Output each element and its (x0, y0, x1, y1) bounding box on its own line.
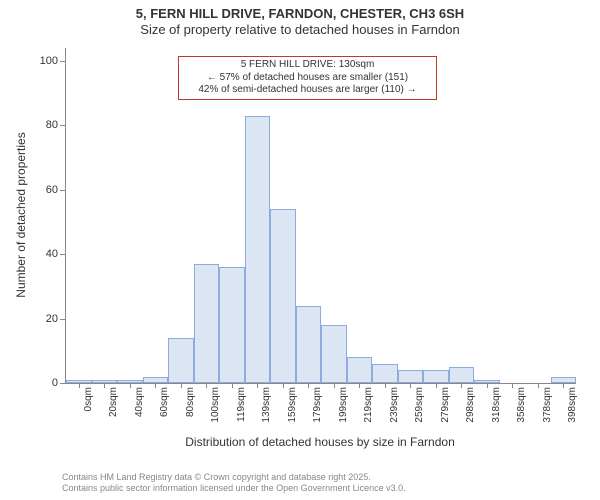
y-tick-label: 20 (46, 313, 58, 325)
chart-subtitle: Size of property relative to detached ho… (0, 22, 600, 38)
attribution-line1: Contains HM Land Registry data © Crown c… (62, 472, 406, 483)
x-tick-label: 40sqm (134, 387, 145, 417)
y-axis-label: Number of detached properties (14, 132, 28, 297)
x-tick (181, 383, 182, 388)
property-callout: 5 FERN HILL DRIVE: 130sqm← 57% of detach… (178, 56, 437, 100)
histogram-bar (168, 338, 194, 383)
x-axis-label: Distribution of detached houses by size … (65, 435, 575, 449)
y-tick-label: 80 (46, 119, 58, 131)
x-tick (283, 383, 284, 388)
x-tick-label: 0sqm (83, 387, 94, 411)
x-tick (130, 383, 131, 388)
callout-line: 5 FERN HILL DRIVE: 130sqm (184, 59, 431, 72)
x-tick (385, 383, 386, 388)
x-tick (308, 383, 309, 388)
y-tick (60, 319, 66, 320)
x-tick (410, 383, 411, 388)
histogram-bar (219, 267, 245, 383)
histogram-bar (449, 367, 475, 383)
x-tick-label: 80sqm (185, 387, 196, 417)
x-tick (461, 383, 462, 388)
x-tick (155, 383, 156, 388)
y-tick (60, 254, 66, 255)
y-tick-label: 0 (52, 377, 58, 389)
x-tick-label: 279sqm (440, 387, 451, 423)
x-tick-label: 100sqm (210, 387, 221, 423)
x-tick-label: 119sqm (236, 387, 247, 422)
y-tick (60, 190, 66, 191)
x-tick (232, 383, 233, 388)
x-tick (512, 383, 513, 388)
y-tick (60, 383, 66, 384)
x-tick (104, 383, 105, 388)
x-tick-label: 60sqm (159, 387, 170, 417)
x-tick-label: 199sqm (338, 387, 349, 423)
x-tick-label: 398sqm (567, 387, 578, 423)
chart-title: 5, FERN HILL DRIVE, FARNDON, CHESTER, CH… (0, 6, 600, 22)
histogram-bar (347, 357, 373, 383)
x-tick (436, 383, 437, 388)
x-tick (538, 383, 539, 388)
histogram-bar (372, 364, 398, 383)
y-tick-label: 40 (46, 248, 58, 260)
x-tick-label: 179sqm (312, 387, 323, 423)
x-tick-label: 318sqm (491, 387, 502, 423)
x-tick (334, 383, 335, 388)
histogram-bar (423, 370, 449, 383)
y-tick-label: 60 (46, 184, 58, 196)
callout-line: 42% of semi-detached houses are larger (… (184, 84, 431, 97)
x-tick-label: 358sqm (516, 387, 527, 423)
x-tick-label: 259sqm (414, 387, 425, 423)
histogram-bar (270, 209, 296, 383)
y-tick-label: 100 (40, 55, 58, 67)
attribution-line2: Contains public sector information licen… (62, 483, 406, 494)
x-tick (563, 383, 564, 388)
x-tick-label: 239sqm (389, 387, 400, 423)
histogram-bar (321, 325, 347, 383)
x-tick (79, 383, 80, 388)
callout-line: ← 57% of detached houses are smaller (15… (184, 72, 431, 85)
histogram-bar (194, 264, 220, 383)
histogram-bar (398, 370, 424, 383)
x-tick-label: 159sqm (287, 387, 298, 423)
x-tick-label: 298sqm (465, 387, 476, 423)
x-tick (206, 383, 207, 388)
histogram-bar (296, 306, 322, 383)
property-size-histogram: 5, FERN HILL DRIVE, FARNDON, CHESTER, CH… (0, 0, 600, 500)
plot-area: 0204060801000sqm20sqm40sqm60sqm80sqm100s… (65, 48, 576, 384)
chart-title-block: 5, FERN HILL DRIVE, FARNDON, CHESTER, CH… (0, 6, 600, 37)
y-tick (60, 61, 66, 62)
histogram-bar (245, 116, 271, 383)
x-tick (359, 383, 360, 388)
y-tick (60, 125, 66, 126)
x-tick-label: 139sqm (261, 387, 272, 423)
x-tick-label: 378sqm (542, 387, 553, 423)
x-tick (487, 383, 488, 388)
attribution: Contains HM Land Registry data © Crown c… (62, 472, 406, 494)
x-tick-label: 219sqm (363, 387, 374, 423)
x-tick (257, 383, 258, 388)
x-tick-label: 20sqm (108, 387, 119, 417)
